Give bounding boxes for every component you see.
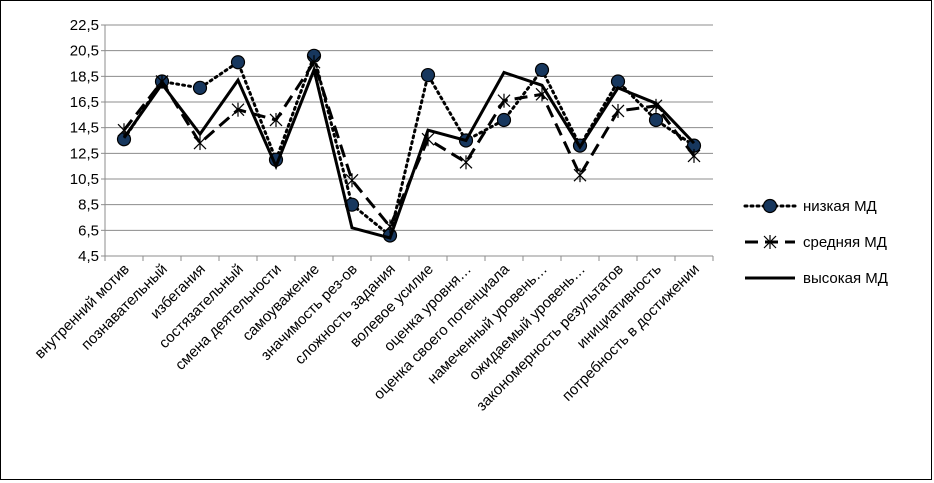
data-point	[534, 62, 550, 78]
data-point	[269, 112, 283, 127]
y-tick-label: 6,5	[78, 222, 99, 239]
legend-label: высокая МД	[803, 270, 888, 287]
legend: низкая МД средняя МД высокая МД	[743, 198, 888, 287]
data-point	[611, 103, 625, 118]
axes	[101, 24, 714, 261]
data-point	[573, 168, 587, 183]
y-tick-label: 20,5	[70, 43, 99, 60]
data-point	[192, 80, 208, 95]
series-line	[122, 64, 696, 240]
legend-item: низкая МД	[743, 198, 877, 215]
y-tick-label: 8,5	[78, 197, 99, 214]
series-2	[122, 64, 696, 240]
data-point	[762, 198, 778, 214]
legend-item: высокая МД	[745, 270, 888, 287]
y-tick-label: 12,5	[70, 145, 99, 162]
data-point	[230, 55, 246, 70]
data-point	[420, 67, 436, 83]
data-point	[496, 112, 512, 128]
y-tick-label: 14,5	[70, 120, 99, 137]
data-point	[193, 136, 207, 151]
legend-label: средняя МД	[803, 234, 887, 251]
data-point	[687, 148, 701, 163]
y-tick-label: 10,5	[70, 171, 99, 188]
series-lines	[116, 48, 702, 243]
data-point	[648, 112, 664, 128]
series-line	[122, 58, 696, 230]
data-point	[497, 93, 511, 108]
legend-label: низкая МД	[803, 198, 877, 215]
series-0	[116, 48, 702, 243]
y-tick-label: 22,5	[70, 17, 99, 34]
data-point	[345, 173, 359, 188]
y-tick-labels: 4,5 6,5 8,5 10,5 12,5 14,5 16,5 18,5 20,5 22,5	[70, 17, 99, 265]
x-tick-labels: внутренний мотивпознавательныйизбеганияс…	[31, 260, 702, 414]
y-tick-label: 4,5	[78, 248, 99, 265]
data-point	[610, 74, 626, 89]
y-tick-label: 16,5	[70, 94, 99, 111]
gridlines	[105, 24, 713, 257]
y-tick-label: 18,5	[70, 68, 99, 85]
series-line	[122, 50, 696, 239]
data-point	[763, 235, 777, 249]
data-point	[459, 155, 473, 170]
legend-item: средняя МД	[745, 234, 887, 251]
data-point	[231, 102, 245, 117]
